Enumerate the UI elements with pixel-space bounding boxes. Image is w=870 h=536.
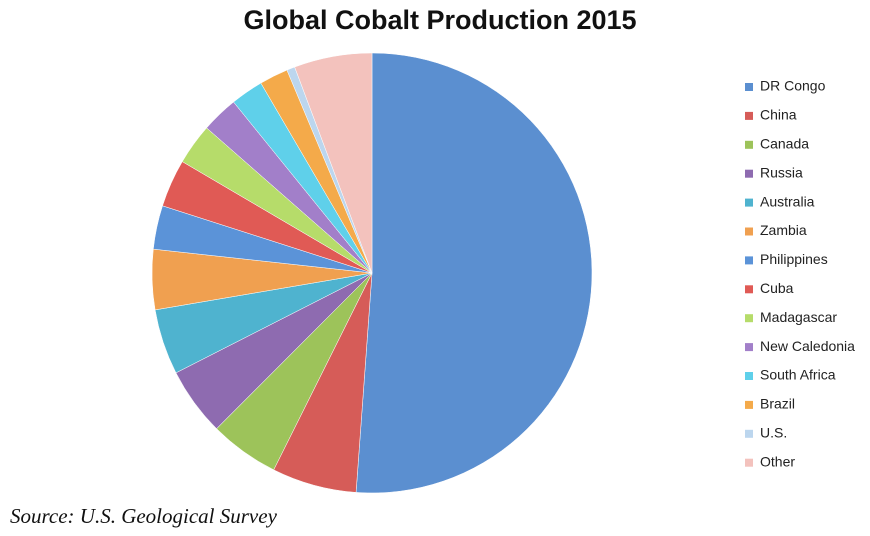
legend-swatch: [745, 111, 753, 120]
legend-swatch: [745, 169, 753, 178]
source-note: Source: U.S. Geological Survey: [10, 504, 278, 528]
legend-label: Brazil: [760, 396, 795, 412]
legend-label: Philippines: [760, 251, 828, 267]
legend-label: South Africa: [760, 367, 836, 383]
legend-label: Canada: [760, 136, 809, 152]
legend-swatch: [745, 400, 753, 409]
legend-label: Russia: [760, 164, 803, 180]
legend-swatch: [745, 198, 753, 207]
pie-slice: [355, 52, 593, 494]
legend-swatch: [745, 314, 753, 323]
legend-swatch: [745, 140, 753, 149]
legend-label: U.S.: [760, 425, 787, 441]
legend-swatch: [745, 227, 753, 236]
chart-title: Global Cobalt Production 2015: [243, 5, 636, 35]
legend-swatch: [745, 372, 753, 380]
legend-swatch: [745, 256, 753, 265]
legend-label: DR Congo: [760, 78, 826, 94]
legend-label: Australia: [760, 193, 815, 209]
legend-label: Other: [760, 453, 795, 469]
legend-label: Madagascar: [760, 309, 837, 325]
legend-label: Cuba: [760, 280, 794, 296]
legend-swatch: [745, 458, 753, 467]
legend-label: New Caledonia: [760, 338, 855, 354]
legend-swatch: [745, 83, 753, 91]
legend-swatch: [745, 285, 753, 294]
legend-label: China: [760, 107, 797, 123]
legend-swatch: [745, 429, 753, 438]
legend-swatch: [745, 343, 753, 352]
pie-slice: [294, 52, 373, 274]
legend-label: Zambia: [760, 222, 807, 238]
